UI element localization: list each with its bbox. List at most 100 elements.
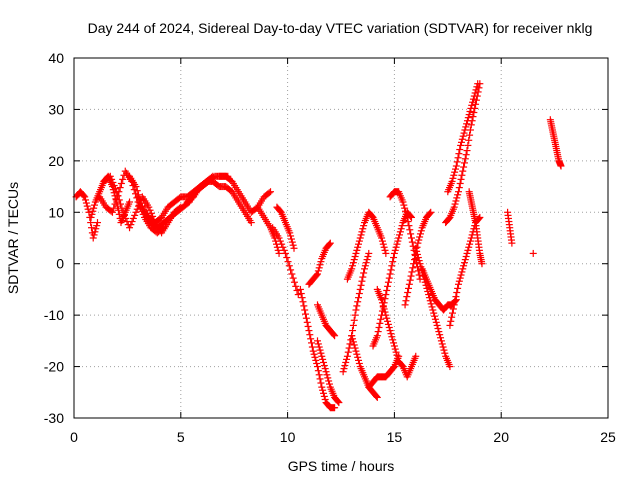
data-point <box>450 171 458 179</box>
data-point <box>310 350 318 358</box>
data-point <box>392 243 400 251</box>
data-point <box>466 131 474 139</box>
data-point <box>308 339 316 347</box>
data-point <box>353 350 361 358</box>
data-point <box>330 331 338 339</box>
y-tick-label: -10 <box>44 307 64 323</box>
data-point <box>454 191 462 199</box>
data-point <box>341 362 349 370</box>
data-point <box>378 237 386 245</box>
data-point <box>474 80 482 88</box>
series-arc-32 <box>546 116 565 170</box>
data-point <box>146 206 154 214</box>
data-point <box>445 214 453 222</box>
data-point <box>304 322 312 330</box>
data-point <box>461 155 469 163</box>
data-point <box>381 308 389 316</box>
data-point <box>390 342 398 350</box>
x-tick-label: 15 <box>387 429 403 445</box>
x-tick-label: 10 <box>280 429 296 445</box>
data-point <box>457 271 465 279</box>
data-point <box>452 162 460 170</box>
data-point <box>299 298 307 306</box>
data-point <box>360 222 368 230</box>
data-point <box>300 302 308 310</box>
data-point <box>466 237 474 245</box>
data-point <box>265 189 273 197</box>
data-point <box>135 196 143 204</box>
data-point <box>453 194 461 202</box>
data-point <box>120 211 128 219</box>
data-point <box>413 250 421 258</box>
data-point <box>415 236 423 244</box>
data-point <box>414 239 422 247</box>
data-point <box>93 219 101 227</box>
data-point <box>391 345 399 353</box>
data-point <box>288 238 296 246</box>
data-point <box>383 314 391 322</box>
data-point <box>247 219 255 227</box>
data-point <box>321 395 329 403</box>
data-point <box>435 328 443 336</box>
data-point <box>88 224 96 232</box>
data-point <box>335 399 343 407</box>
data-point <box>384 320 392 328</box>
data-point <box>427 208 435 216</box>
data-point <box>441 349 449 357</box>
series-arc-13 <box>314 337 343 407</box>
data-point <box>275 234 283 242</box>
data-point <box>322 368 330 376</box>
data-point <box>312 356 320 364</box>
data-point <box>132 183 140 191</box>
data-point <box>454 154 462 162</box>
data-point <box>350 256 358 264</box>
data-point <box>84 205 92 213</box>
y-tick-label: 0 <box>56 256 64 272</box>
data-point <box>464 114 472 122</box>
data-point <box>362 259 370 267</box>
data-point <box>281 249 289 257</box>
data-point <box>448 309 456 317</box>
data-point <box>349 327 357 335</box>
data-point <box>384 278 392 286</box>
data-point <box>89 207 97 215</box>
data-point <box>461 126 469 134</box>
data-point <box>398 222 406 230</box>
data-point <box>331 404 339 412</box>
data-point <box>470 109 478 117</box>
data-point <box>82 199 90 207</box>
data-point <box>455 150 463 158</box>
data-point <box>326 239 334 247</box>
data-point <box>416 233 424 241</box>
data-point <box>467 234 475 242</box>
data-point <box>350 341 358 349</box>
data-point <box>462 151 470 159</box>
data-point <box>110 182 118 190</box>
data-point <box>389 336 397 344</box>
data-point <box>319 355 327 363</box>
data-point <box>126 198 134 206</box>
data-point <box>316 375 324 383</box>
data-point <box>377 315 385 323</box>
data-point <box>451 297 459 305</box>
data-point <box>343 355 351 363</box>
data-point <box>133 205 141 213</box>
data-point <box>434 325 442 333</box>
data-point <box>432 318 440 326</box>
data-point <box>324 374 332 382</box>
data-point <box>452 197 460 205</box>
series-arc-30 <box>504 208 516 247</box>
data-point <box>311 353 319 361</box>
data-point <box>363 256 371 264</box>
data-point <box>461 256 469 264</box>
data-point <box>399 198 407 206</box>
data-point <box>381 246 389 254</box>
data-point <box>316 261 324 269</box>
data-point <box>138 202 146 210</box>
data-point <box>313 359 321 367</box>
data-point <box>462 123 470 131</box>
data-point <box>465 136 473 144</box>
data-point <box>458 135 466 143</box>
data-point <box>280 246 288 254</box>
data-point <box>110 204 118 212</box>
